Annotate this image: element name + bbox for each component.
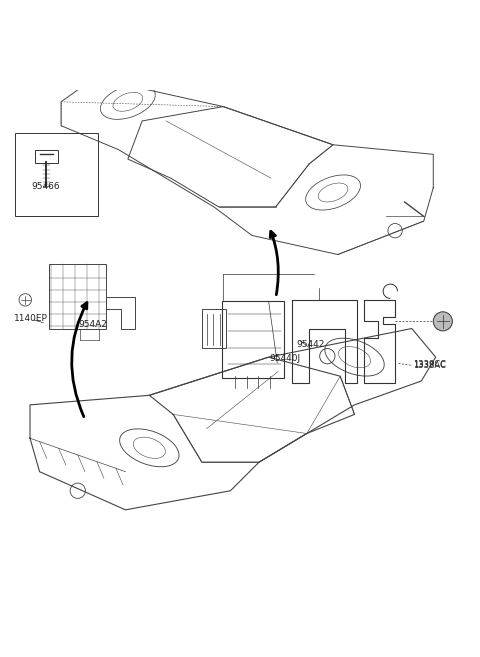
Text: 954A2: 954A2: [79, 321, 108, 329]
Text: 1338AC: 1338AC: [413, 361, 445, 370]
Text: 95440J: 95440J: [270, 354, 301, 363]
Text: 95466: 95466: [31, 182, 60, 191]
Text: 1339CC: 1339CC: [413, 360, 446, 369]
Text: 1140EP: 1140EP: [14, 314, 48, 323]
Circle shape: [433, 312, 452, 331]
Bar: [202, 309, 226, 348]
Text: 95442: 95442: [297, 340, 325, 349]
Bar: [15, 133, 98, 216]
Bar: [49, 264, 107, 328]
